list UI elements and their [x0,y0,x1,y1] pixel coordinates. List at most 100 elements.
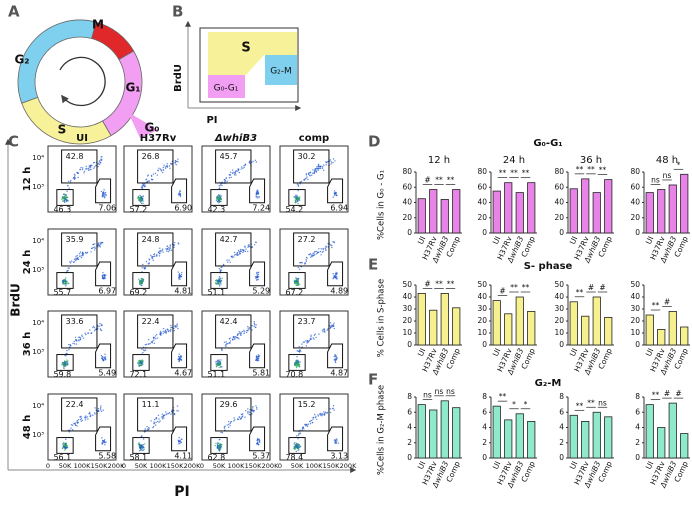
event-dot [255,196,257,198]
event-dot [257,354,260,356]
event-dot [240,334,242,336]
event-dot [301,427,304,430]
gate-percent: 23.7 [298,317,316,326]
y-tick-label: 20 [402,213,412,222]
event-dot [228,174,230,176]
sig-label: ** [587,398,595,407]
event-dot [314,250,316,253]
column-header: H37Rv [140,133,177,144]
event-dot [173,413,176,416]
bar [527,420,536,459]
event-dot [218,267,221,270]
event-dot [178,193,180,195]
event-dot [148,258,150,260]
event-dot [104,353,106,355]
event-dot [62,282,65,284]
event-dot [85,165,88,168]
event-dot [317,251,319,253]
bar [429,309,438,346]
event-dot [148,343,150,345]
event-dot [161,249,164,252]
event-dot [100,243,102,245]
event-dot [304,178,306,180]
event-dot [163,164,165,166]
gate [249,261,266,287]
event-dot [251,413,253,415]
event-dot [233,251,236,254]
event-dot [146,425,148,428]
event-dot [103,277,105,280]
event-dot [159,168,162,170]
event-dot [166,245,169,247]
event-dot [167,329,169,331]
event-dot [180,275,182,278]
event-dot [319,167,322,170]
event-dot [220,200,222,203]
event-dot [238,251,240,253]
y-tick-label: 4 [559,423,564,432]
event-dot [298,268,301,270]
event-dot [73,173,76,175]
event-dot [152,259,155,262]
event-dot [94,413,96,415]
event-dot [63,199,65,202]
event-dot [244,331,246,333]
event-dot [294,195,297,197]
event-dot [63,364,65,366]
event-dot [254,275,257,278]
event-dot [93,327,96,329]
event-dot [317,414,319,416]
event-dot [231,256,233,259]
event-dot [252,411,255,413]
event-dot [309,172,312,174]
event-dot [90,168,92,171]
event-dot [218,444,220,446]
event-dot [297,277,300,280]
event-dot [231,172,234,174]
event-dot [310,334,312,336]
event-dot [99,409,102,411]
event-dot [158,255,161,257]
event-dot [294,441,296,444]
event-dot [147,180,150,182]
event-dot [165,411,167,413]
event-dot [220,279,223,282]
event-dot [70,179,72,182]
x-tick-label: 50K [59,462,72,470]
y-tick-label: 40 [477,198,487,207]
event-dot [62,197,65,199]
event-dot [308,254,310,256]
event-dot [101,439,104,442]
bar [440,400,449,459]
event-dot [153,253,156,255]
event-dot [138,360,140,362]
event-dot [178,353,180,355]
event-dot [219,279,221,281]
event-dot [140,281,142,283]
y-tick-label: 0 [635,340,640,349]
event-dot [297,359,299,361]
gate-percent: 67.2 [285,288,303,297]
event-dot [330,163,332,165]
y-tick-label: 6 [635,407,640,416]
event-dot [161,413,164,415]
event-dot [255,405,257,407]
bar [645,404,654,459]
panel-label: F [368,371,378,389]
event-dot [218,277,221,279]
event-dot [256,443,258,445]
event-dot [180,355,183,357]
gate-percent: 15.2 [298,400,316,409]
gate [61,314,98,349]
event-dot [220,359,222,361]
event-dot [70,424,73,426]
event-dot [147,263,149,265]
event-dot [140,284,143,287]
event-dot [331,326,333,328]
y-tick-label: 2 [559,438,564,447]
event-dot [309,253,312,255]
event-dot [81,419,84,422]
event-dot [298,283,301,286]
gate-percent: 58.1 [129,453,147,462]
event-dot [215,365,218,368]
